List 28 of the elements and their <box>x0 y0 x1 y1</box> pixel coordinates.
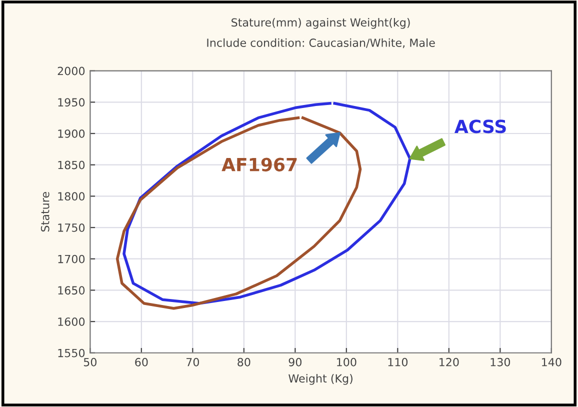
x-tick-label: 70 <box>186 358 199 366</box>
series-label: AF1967 <box>222 158 297 172</box>
y-tick-label: 1800 <box>58 192 85 201</box>
y-tick-label: 1850 <box>58 160 85 170</box>
line-series <box>122 102 412 305</box>
y-tick-label: 1650 <box>58 286 85 295</box>
y-axis-title: Stature <box>40 192 50 232</box>
x-tick-label: 140 <box>542 358 562 366</box>
x-tick-label: 130 <box>490 358 510 366</box>
y-tick-label: 1750 <box>58 223 85 232</box>
x-axis-title: Weight (Kg) <box>288 374 352 385</box>
chart-subtitle: Include condition: Caucasian/White, Male <box>207 38 435 48</box>
x-tick-label: 120 <box>440 358 459 366</box>
x-tick-label: 60 <box>135 358 148 366</box>
chart-title: Stature(mm) against Weight(kg) <box>232 18 410 29</box>
x-tick-label: 80 <box>238 358 250 366</box>
y-tick-label: 1950 <box>58 98 85 107</box>
line-series <box>116 116 362 310</box>
x-tick-label: 50 <box>84 358 96 366</box>
y-tick-label: 1900 <box>58 129 85 138</box>
y-tick-label: 2000 <box>58 66 85 76</box>
y-tick-label: 1550 <box>58 348 85 358</box>
text: ACSS <box>454 120 506 134</box>
x-tick-label: 110 <box>388 358 408 366</box>
x-tick-label: 90 <box>288 358 302 366</box>
y-tick-label: 1700 <box>58 254 85 264</box>
x-tick-label: 100 <box>337 358 356 366</box>
y-tick-label: 1600 <box>58 318 85 326</box>
